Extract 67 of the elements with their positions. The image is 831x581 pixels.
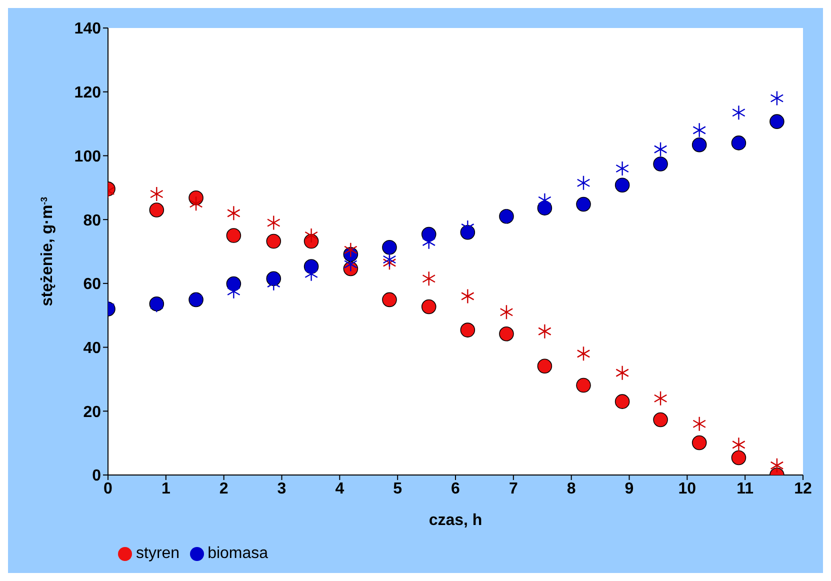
point <box>770 458 784 474</box>
y-tick-label: 40 <box>83 340 102 357</box>
point <box>149 202 164 218</box>
x-tick-label: 5 <box>393 480 402 498</box>
point <box>189 196 203 212</box>
point <box>616 160 629 176</box>
legend-label: biomasa <box>208 545 268 562</box>
x-tick-label: 0 <box>104 480 113 498</box>
point <box>499 326 514 342</box>
point <box>382 292 397 308</box>
point <box>653 412 668 428</box>
point <box>266 234 282 249</box>
y-tick-label: 120 <box>74 84 102 102</box>
point <box>421 299 436 314</box>
point <box>226 228 242 243</box>
point <box>731 450 746 466</box>
point <box>731 136 746 150</box>
x-tick-label: 10 <box>678 480 696 498</box>
x-tick-label: 2 <box>219 480 228 498</box>
point <box>382 240 397 255</box>
point <box>692 416 706 432</box>
x-tick-label: 1 <box>161 480 170 498</box>
x-tick-label: 6 <box>451 480 460 498</box>
y-tick-label: 60 <box>83 276 102 294</box>
point <box>266 215 280 230</box>
point <box>576 378 591 393</box>
point <box>460 288 474 304</box>
point <box>770 90 784 106</box>
point <box>460 322 476 338</box>
point <box>382 252 396 268</box>
point <box>537 358 552 374</box>
point <box>614 394 630 409</box>
y-tick-label: 20 <box>83 404 102 421</box>
point <box>616 365 629 380</box>
point <box>614 178 630 192</box>
point <box>538 324 552 339</box>
point <box>576 346 590 362</box>
point <box>304 228 318 244</box>
x-tick-label: 3 <box>277 480 286 498</box>
point <box>576 196 591 212</box>
point <box>692 122 706 138</box>
point <box>692 137 707 152</box>
y-tick-label: 100 <box>74 148 102 166</box>
point <box>500 304 514 320</box>
x-tick-label: 11 <box>736 480 754 498</box>
point <box>654 142 668 157</box>
point <box>653 156 668 172</box>
x-tick-label: 9 <box>624 480 634 498</box>
point <box>654 390 668 406</box>
point <box>732 437 746 452</box>
point <box>576 175 590 190</box>
x-tick-label: 7 <box>508 480 518 498</box>
x-tick-label: 12 <box>794 480 812 498</box>
y-tick-label: 0 <box>92 468 102 485</box>
y-tick-label: 140 <box>74 20 102 38</box>
point <box>344 242 358 258</box>
point <box>732 105 746 120</box>
point <box>422 271 436 286</box>
x-axis-title: czas, h <box>428 512 482 529</box>
legend-label: styren <box>136 545 180 562</box>
point <box>770 114 784 129</box>
x-tick-label: 8 <box>566 480 576 498</box>
point <box>226 206 240 221</box>
y-tick-label: 80 <box>83 212 102 230</box>
x-tick-label: 4 <box>335 480 344 498</box>
point <box>692 435 707 450</box>
point <box>150 186 164 202</box>
